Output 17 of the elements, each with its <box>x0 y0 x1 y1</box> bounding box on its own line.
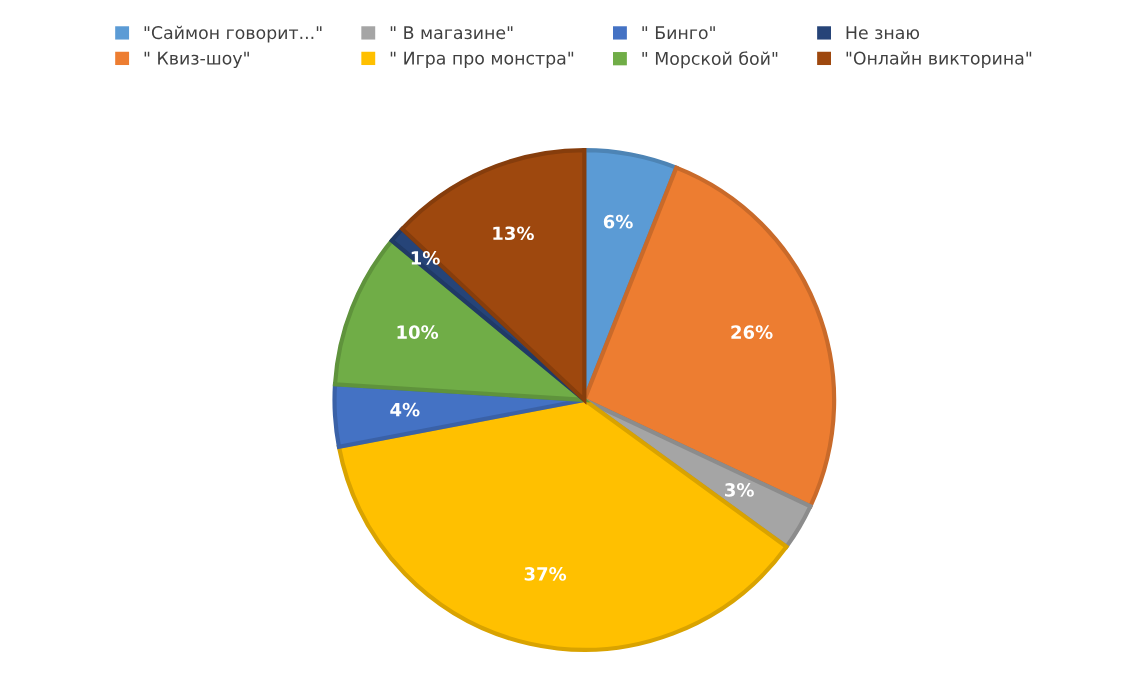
data-label: 1% <box>411 251 440 265</box>
legend-label: "Онлайн викторина" <box>846 51 1032 69</box>
legend-label: " Морской бой" <box>642 51 778 69</box>
pie-slice <box>336 397 789 652</box>
legend-label: " Бинго" <box>642 26 715 40</box>
legend-label: " В магазине" <box>390 26 513 40</box>
data-label: 10% <box>397 325 439 339</box>
data-label: 13% <box>493 226 534 241</box>
data-label: 3% <box>725 483 754 497</box>
legend-label: " Квиз-шоу" <box>144 51 249 69</box>
data-label: 4% <box>390 402 420 417</box>
data-label: 6% <box>603 214 633 229</box>
data-label: 37% <box>524 567 567 581</box>
legend-label: "Саймон говорит..." <box>144 25 322 43</box>
data-label: 26% <box>731 325 773 339</box>
legend-label: " Игра про монстра" <box>390 51 574 69</box>
legend-label: Не знаю <box>846 26 920 40</box>
